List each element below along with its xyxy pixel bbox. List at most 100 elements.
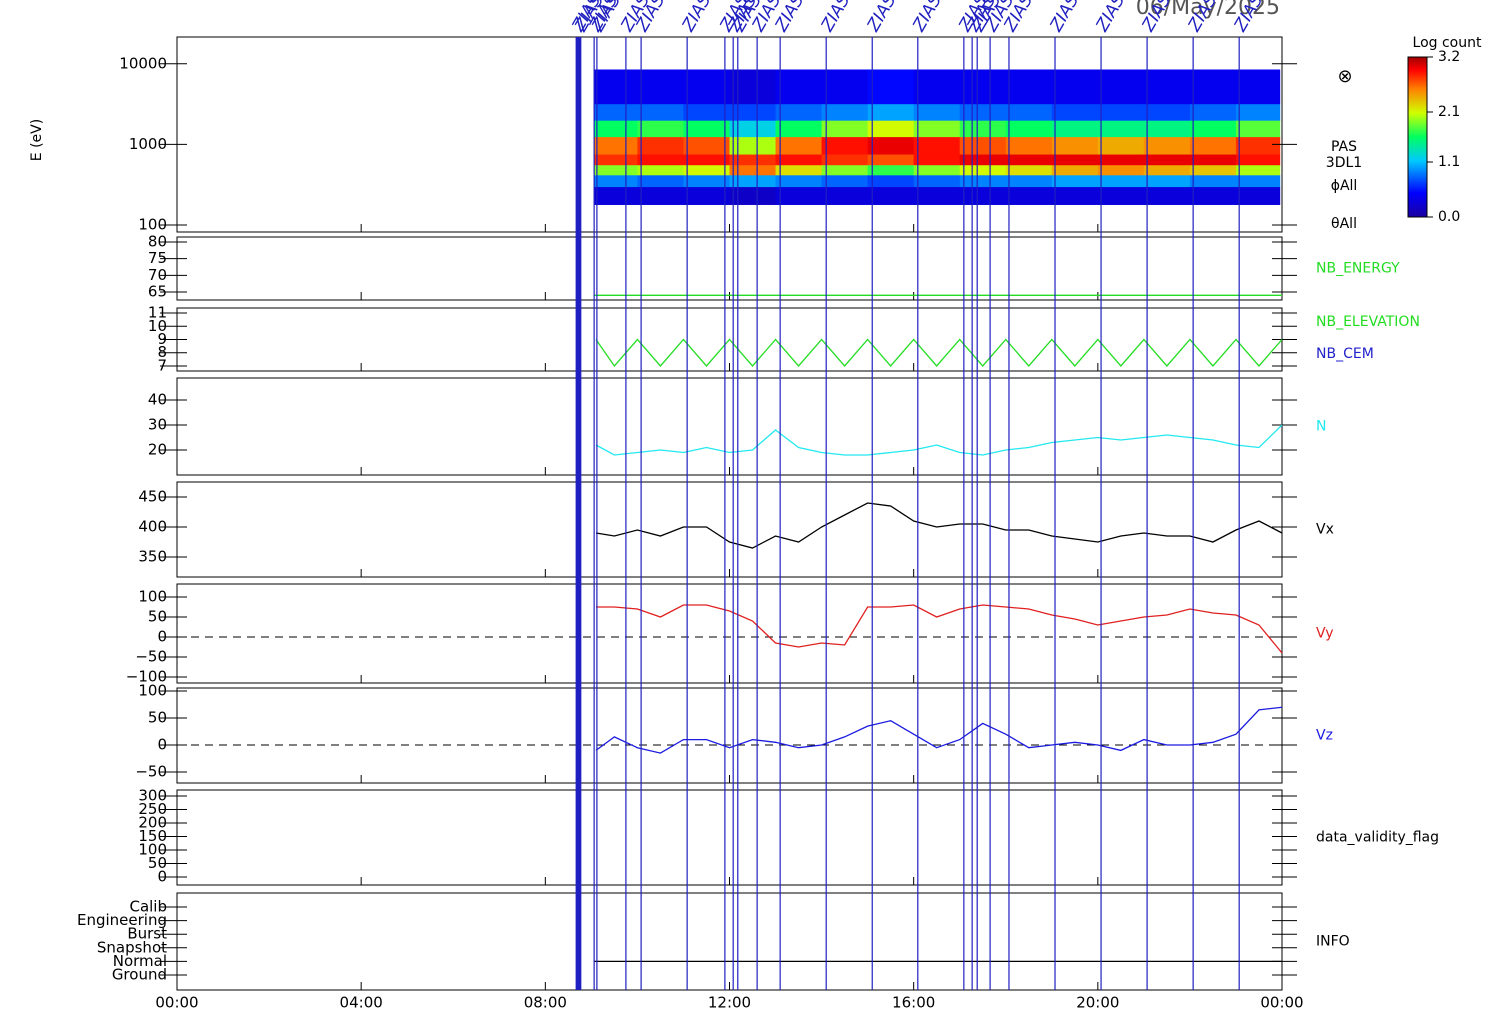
y-tick-label: −50 xyxy=(135,648,167,666)
y-category-label: Calib xyxy=(129,898,167,916)
y-axis-label: E (eV) xyxy=(29,119,45,161)
spectrogram-cell xyxy=(959,69,1007,105)
y-tick-label: −50 xyxy=(135,762,167,780)
spectrogram-cell xyxy=(1005,154,1053,166)
y-tick-label: 100 xyxy=(138,588,167,606)
y-tick-label: 400 xyxy=(138,518,167,536)
spectrogram-cell xyxy=(775,174,823,188)
spectrogram-cell xyxy=(683,120,730,138)
spectrogram-cell xyxy=(637,164,684,176)
spectrogram-cell xyxy=(1189,69,1237,105)
spectrogram-cell xyxy=(821,69,869,105)
x-tick-label: 08:00 xyxy=(524,994,567,1012)
spectrogram-cell xyxy=(959,136,1007,155)
spectrogram-cell xyxy=(1051,69,1099,105)
spectrogram-cell xyxy=(1235,164,1281,176)
colorbar-label: Log count xyxy=(1413,35,1482,51)
y-tick-label: 10 xyxy=(148,317,167,335)
spectrogram-cell xyxy=(821,164,869,176)
y-tick-label: 50 xyxy=(148,608,167,626)
spectrogram-cell xyxy=(1235,103,1281,121)
spectrogram-cell xyxy=(1005,186,1053,205)
series-line xyxy=(595,338,1283,368)
spectrogram-cell xyxy=(1235,136,1281,155)
spectrogram-cell xyxy=(1189,120,1237,138)
spectrogram-cell xyxy=(959,186,1007,205)
spectrogram-cell xyxy=(867,136,915,155)
x-tick-label: 00:00 xyxy=(1260,994,1303,1012)
spectrogram-cell xyxy=(1235,174,1281,188)
spectrogram-cell xyxy=(775,69,823,105)
x-tick-label: 16:00 xyxy=(892,994,935,1012)
spectrogram-cell xyxy=(1097,186,1145,205)
y-category-label: Burst xyxy=(127,925,167,943)
spectrogram-cell xyxy=(959,103,1007,121)
spectrogram-cell xyxy=(1005,69,1053,105)
spectrogram-cell xyxy=(775,186,823,205)
y-tick-label: 100 xyxy=(138,216,167,234)
spectrogram-cell xyxy=(1005,174,1053,188)
colorbar xyxy=(1407,56,1428,218)
spectrogram-cell xyxy=(821,154,869,166)
spectrogram-cell xyxy=(959,120,1007,138)
spectrogram-cell xyxy=(637,103,684,121)
spectrogram-cell xyxy=(593,186,638,205)
series-label: INFO xyxy=(1316,934,1350,950)
colorbar-tick-label: 2.1 xyxy=(1438,104,1460,120)
spectrogram-cell xyxy=(913,103,961,121)
spectrogram-cell xyxy=(593,154,638,166)
spectrogram-cell xyxy=(729,164,777,176)
y-tick-label: 75 xyxy=(148,249,167,267)
spectrogram-cell xyxy=(775,120,823,138)
y-tick-label: −100 xyxy=(126,668,167,686)
spectrogram-cell xyxy=(913,136,961,155)
spectrogram-cell xyxy=(959,154,1007,166)
spectrogram-cell xyxy=(1097,154,1145,166)
spectrogram-cell xyxy=(913,174,961,188)
spectrogram-cell xyxy=(1051,103,1099,121)
spectrogram-cell xyxy=(1235,120,1281,138)
colorbar-tick-label: 0.0 xyxy=(1438,209,1460,225)
spectrogram-cell xyxy=(959,164,1007,176)
spectrogram-cell xyxy=(1235,154,1281,166)
spectrogram-cell xyxy=(1235,69,1281,105)
spectrogram-cell xyxy=(867,174,915,188)
spectrogram-cell xyxy=(1097,174,1145,188)
series-label: data_validity_flag xyxy=(1316,830,1439,846)
spectrogram-cell xyxy=(637,186,684,205)
spectrogram-cell xyxy=(821,186,869,205)
spectrogram-cell xyxy=(1097,103,1145,121)
event-label: ZIAS xyxy=(863,0,900,36)
spectrogram-cell xyxy=(821,103,869,121)
spectrogram-cell xyxy=(729,120,777,138)
y-category-label: Snapshot xyxy=(97,938,167,956)
spectrogram-cell xyxy=(867,164,915,176)
y-tick-label: 150 xyxy=(138,827,167,845)
series-label: Vz xyxy=(1316,728,1333,744)
x-tick-label: 00:00 xyxy=(155,994,198,1012)
date-title: 06/May/2025 xyxy=(1136,0,1280,20)
panel-info-label: ϕAll xyxy=(1331,178,1358,194)
spectrogram-cell xyxy=(1005,120,1053,138)
series-label: Vy xyxy=(1316,626,1334,642)
spectrogram-cell xyxy=(913,154,961,166)
spectrogram-cell xyxy=(867,186,915,205)
spectrogram-cell xyxy=(1097,69,1145,105)
spectrogram-cell xyxy=(637,154,684,166)
panel-frame xyxy=(176,687,1283,784)
panel-info-label: θAll xyxy=(1331,216,1357,232)
spectrogram-cell xyxy=(1189,164,1237,176)
y-tick-label: 350 xyxy=(138,548,167,566)
spectrogram-cell xyxy=(913,120,961,138)
spectrogram-cell xyxy=(821,136,869,155)
series-label: NB_ENERGY xyxy=(1316,261,1400,277)
series-line xyxy=(595,424,1283,456)
spectrogram-cell xyxy=(1143,164,1191,176)
event-label: ZIAS xyxy=(1046,0,1083,36)
spectrogram-cell xyxy=(1143,120,1191,138)
spectrogram-cell xyxy=(729,69,777,105)
spectrogram-cell xyxy=(729,154,777,166)
y-tick-label: 100 xyxy=(138,840,167,858)
spectrogram-cell xyxy=(593,69,638,105)
panel-frame xyxy=(176,377,1283,476)
